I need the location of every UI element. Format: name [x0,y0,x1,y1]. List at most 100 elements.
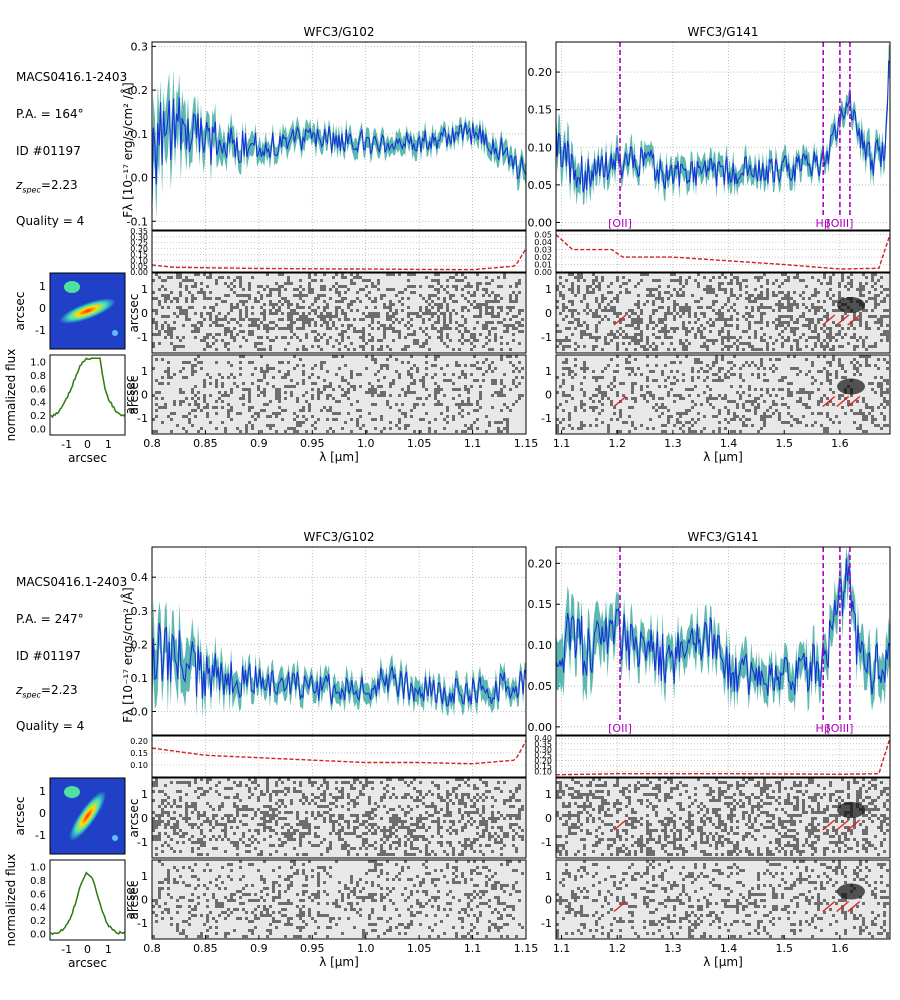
contamination-line [555,234,891,270]
object-id: ID #01197 [16,649,81,663]
profile-xtick-label: 0 [84,943,91,956]
contam-tick-label: 0.20 [130,245,148,254]
xtick-label: 0.95 [300,942,325,955]
spectrum-line [151,622,527,707]
emission-line-label: [OIII] [826,722,853,735]
contam-tick-label: 0.20 [130,737,148,746]
thumb-tick-label: 0 [39,302,46,315]
contam-tick-label: 0.03 [534,246,552,255]
contam-tick-label: 0.40 [534,734,552,743]
spec2d-tick-label: 0 [141,307,148,320]
spectrum-2d-raw: 1 0 -1 [137,272,527,354]
profile-x-label: arcsec [68,451,107,465]
error-band [152,599,526,719]
spec2d-noise [152,273,524,351]
spec2d-frame [151,777,527,859]
spec2d-noise [556,778,889,856]
spectrum-2d-raw: 1 0 -1 [541,777,891,859]
z-subscript: spec [22,185,41,195]
spectrum-2d-cleaned: 1 0 -1 [137,859,527,940]
z-symbol: z [16,178,23,192]
xtick-label: 1.6 [831,437,849,450]
line-arrow-marker [836,395,850,408]
redshift-label: zspec=2.23 [16,178,78,194]
spec2d-axis-label: arcsec [127,799,141,838]
spec2d-tick-label: 1 [545,870,552,883]
contam-tick-label: 0.15 [130,749,148,758]
thumb-tick-label: 0 [39,807,46,820]
spec2d-tick-label: 1 [141,870,148,883]
profile-ytick-label: 1.0 [30,358,46,369]
xtick-label: 0.8 [143,437,161,450]
xtick-label: 1.05 [407,942,432,955]
line-arrow-marker [613,900,627,913]
xtick-label: 1.3 [664,942,682,955]
profile-x-label: arcsec [68,956,107,970]
line-arrow-marker [822,314,836,326]
xtick-label: 0.9 [250,942,268,955]
spectrum-line [555,558,891,696]
xtick-label: 0.95 [300,437,325,450]
flux-frame [555,546,891,736]
emission-line-label: Hβ [816,217,831,230]
x-axis-label: λ [μm] [703,955,743,969]
xtick-label: 1.1 [464,942,482,955]
ytick-label: 0.0 [131,706,149,719]
thumb-tick-label: 1 [39,785,46,798]
contam-frame [151,230,527,273]
ytick-label: 0.15 [528,104,553,117]
thumb-axis-label: arcsec [13,292,27,331]
ytick-label: 0.00 [528,216,553,229]
metadata-panel: MACS0416.1-2403 P.A. = 247° ID #01197 zs… [0,505,140,745]
contam-frame [555,230,891,273]
line-arrow-marker [847,900,861,913]
panel-title: WFC3/G102 [303,25,374,39]
contam-tick-label: 0.10 [534,767,552,776]
xtick-label: 1.0 [357,942,375,955]
ytick-label: 0.4 [131,571,149,584]
spec2d-tick-label: -1 [137,331,148,344]
object-id: ID #01197 [16,144,81,158]
spec2d-tick-label: 0 [545,894,552,907]
contam-tick-label: 0.30 [130,233,148,242]
contamination-line [151,740,527,765]
flux-frame [151,546,527,736]
xtick-label: 1.4 [720,437,738,450]
contam-frame [555,735,891,778]
spec2d-tick-label: -1 [541,836,552,849]
thumb-tick-label: 1 [39,280,46,293]
xtick-label: 0.85 [193,942,218,955]
panel-g102: WFC3/G102 0.0 0.1 0.2 0.3 0.4 0.10 0.15 0.20 1 0 -1… [130,530,538,969]
contam-tick-label: 0.02 [534,253,552,262]
spectrum-2d-cleaned: 1 0 -1 [137,354,527,435]
line-arrow-marker [836,819,850,831]
neighbor-source [64,786,80,798]
contam-tick-label: 0.35 [534,740,552,749]
x-axis-label: λ [μm] [319,955,359,969]
ytick-label: 0.10 [528,639,553,652]
profile-line [49,357,126,419]
contam-tick-label: 0.15 [534,762,552,771]
spec2d-axis-label: arcsec [127,294,141,333]
line-arrow-marker [613,314,627,326]
spec2d-tick-label: -1 [137,836,148,849]
profile-xtick-label: 1 [105,943,112,956]
spec2d-tick-label: -1 [137,412,148,425]
thumbnail-image: 1 0 -1 arcsec [13,272,126,350]
spec2d-noise [556,355,889,433]
xtick-label: 0.9 [250,437,268,450]
emission-blob [837,883,866,900]
profile-y2-label: arcsec [123,376,137,415]
profile-plot: 1.0 0.8 0.6 0.4 0.2 0.0 -1 0 1 normalized flux arc… [4,349,137,465]
line-arrow-marker [613,395,627,408]
line-arrow-marker [836,314,850,326]
spec2d-tick-label: 0 [141,812,148,825]
thumb-tick-label: -1 [35,324,46,337]
contam-tick-label: 0.10 [130,256,148,265]
contam-tick-label: 0.05 [534,231,552,240]
thumb-axis-label: arcsec [13,797,27,836]
line-arrow-marker [822,395,836,408]
contam-tick-label: 0.15 [130,250,148,259]
spec2d-tick-label: 1 [545,283,552,296]
emission-line-label: [OII] [608,217,632,230]
